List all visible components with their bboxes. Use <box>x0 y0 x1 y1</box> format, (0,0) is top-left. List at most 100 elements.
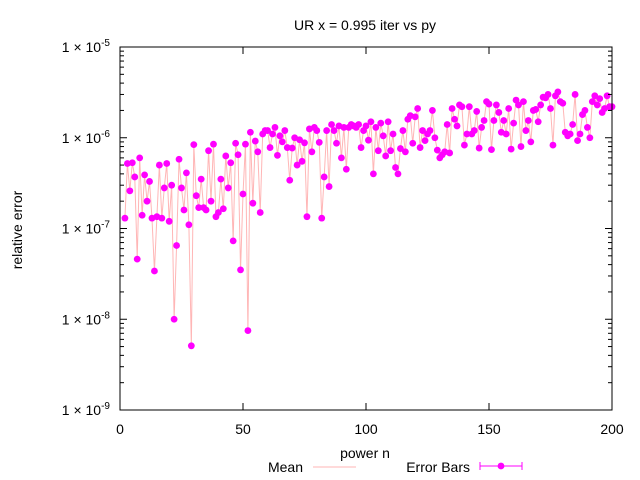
data-point <box>175 155 183 163</box>
data-point <box>416 144 424 151</box>
data-point <box>195 204 203 211</box>
data-point <box>492 101 500 109</box>
data-point <box>141 171 149 179</box>
data-point <box>146 178 153 185</box>
data-point <box>367 118 375 126</box>
data-point <box>183 169 190 177</box>
data-point <box>502 130 510 138</box>
data-point <box>318 214 326 222</box>
data-point <box>389 130 397 138</box>
y-axis-ticks: 1 × 10-91 × 10-81 × 10-71 × 10-61 × 10-5 <box>62 38 612 418</box>
data-point <box>187 342 195 350</box>
data-point <box>333 139 340 147</box>
data-point <box>571 91 579 98</box>
data-point <box>554 88 562 96</box>
data-point <box>222 152 230 160</box>
data-point <box>158 214 166 222</box>
y-tick-label: 1 × 10-8 <box>62 310 111 327</box>
data-point <box>584 124 591 131</box>
data-point <box>537 101 545 109</box>
data-point <box>365 136 372 144</box>
data-point <box>490 117 498 124</box>
data-point <box>170 315 178 323</box>
mean-line-layer <box>124 90 612 346</box>
data-point <box>173 242 180 249</box>
y-tick-exponent: -9 <box>101 401 110 412</box>
data-point <box>249 199 257 207</box>
legend-errorbars-swatch <box>479 462 523 470</box>
data-point <box>207 197 215 205</box>
data-point <box>544 91 552 98</box>
x-tick-label: 0 <box>116 421 124 437</box>
data-point <box>463 130 471 138</box>
data-point <box>328 121 335 128</box>
data-point <box>369 170 377 178</box>
data-point <box>330 127 338 134</box>
data-point <box>473 108 481 115</box>
data-point <box>133 255 141 263</box>
data-point <box>576 130 584 138</box>
data-point <box>266 144 274 151</box>
data-point <box>276 132 284 140</box>
data-point <box>419 127 426 134</box>
data-point <box>278 138 286 146</box>
chart-title: UR x = 0.995 iter vs py <box>294 17 436 33</box>
data-point <box>475 144 483 152</box>
data-point <box>451 115 458 123</box>
data-point <box>202 206 210 214</box>
y-tick-mantissa: 1 × 10 <box>62 402 102 418</box>
data-point <box>517 143 525 150</box>
data-point <box>131 173 139 181</box>
data-point <box>254 148 262 156</box>
data-point <box>603 92 611 100</box>
data-point <box>524 117 532 124</box>
data-point <box>522 127 530 134</box>
data-point <box>313 127 321 134</box>
data-point <box>180 206 188 214</box>
data-point <box>232 139 240 147</box>
data-point <box>298 157 306 165</box>
data-point <box>465 103 473 111</box>
data-point <box>163 160 171 167</box>
data-point <box>301 139 308 147</box>
x-tick-label: 50 <box>235 421 251 437</box>
data-point <box>357 144 365 151</box>
data-point <box>160 184 168 192</box>
data-point <box>224 184 232 192</box>
data-point <box>355 121 363 128</box>
data-point <box>433 146 441 154</box>
data-point <box>384 118 392 126</box>
data-point <box>421 137 429 145</box>
data-point <box>283 144 291 151</box>
data-point <box>505 105 513 112</box>
x-axis-ticks: 0 50 100 150 200 <box>116 47 624 437</box>
data-point <box>429 107 436 114</box>
y-tick-exponent: -6 <box>101 129 110 140</box>
data-point <box>296 136 303 144</box>
data-point <box>596 95 604 102</box>
data-point <box>126 187 134 195</box>
data-point <box>151 267 158 275</box>
data-point <box>229 237 237 245</box>
data-point <box>532 106 540 113</box>
data-point <box>237 266 244 274</box>
data-point <box>394 170 402 178</box>
data-point <box>251 137 259 145</box>
data-point <box>246 128 254 136</box>
data-point <box>401 148 409 156</box>
data-point <box>448 105 456 112</box>
data-point <box>588 98 596 106</box>
data-point <box>340 124 348 131</box>
data-point <box>461 141 468 149</box>
data-point <box>515 101 522 109</box>
data-point <box>143 197 151 205</box>
data-point <box>409 139 417 147</box>
data-point <box>411 113 419 121</box>
data-point <box>197 175 205 183</box>
data-point <box>178 184 185 192</box>
data-point <box>128 159 136 167</box>
data-point <box>510 119 517 127</box>
data-point <box>165 217 173 225</box>
data-point <box>591 92 599 100</box>
y-tick-label: 1 × 10-6 <box>62 129 111 146</box>
